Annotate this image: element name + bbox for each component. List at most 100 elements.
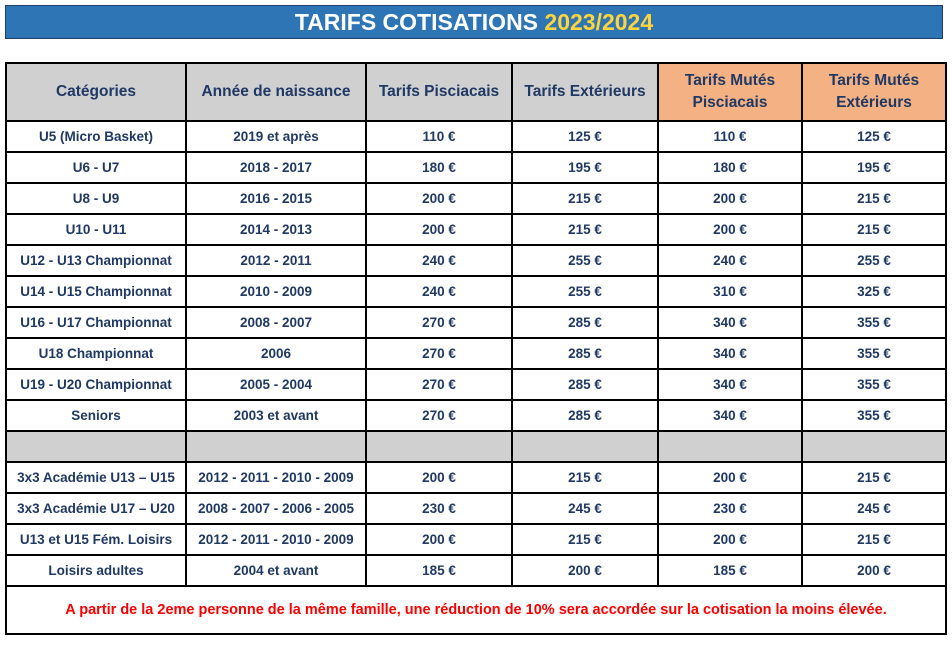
cell-birth-year: 2012 - 2011 - 2010 - 2009 — [185, 523, 367, 556]
table-row: 3x3 Académie U13 – U15 2012 - 2011 - 2010… — [5, 461, 947, 494]
cell-tarif-mutes-exterieurs: 200 € — [801, 554, 947, 587]
separator-row — [5, 430, 947, 463]
cell-tarif-pisciacais: 270 € — [365, 368, 513, 401]
cell-tarif-pisciacais: 200 € — [365, 213, 513, 246]
cell-tarif-mutes-exterieurs: 215 € — [801, 523, 947, 556]
cell-tarif-exterieurs: 255 € — [511, 275, 659, 308]
separator-cell — [365, 430, 513, 463]
cell-birth-year: 2005 - 2004 — [185, 368, 367, 401]
cell-tarif-mutes-exterieurs: 355 € — [801, 368, 947, 401]
cell-tarif-pisciacais: 240 € — [365, 244, 513, 277]
cell-birth-year: 2004 et avant — [185, 554, 367, 587]
table-row: U8 - U9 2016 - 2015 200 €215 €200 €215 € — [5, 182, 947, 215]
separator-cell — [185, 430, 367, 463]
cell-tarif-mutes-pisciacais: 110 € — [657, 120, 803, 153]
cell-tarif-exterieurs: 215 € — [511, 461, 659, 494]
cell-category: U10 - U11 — [5, 213, 187, 246]
cell-tarif-mutes-pisciacais: 200 € — [657, 523, 803, 556]
cell-tarif-exterieurs: 215 € — [511, 182, 659, 215]
cell-tarif-mutes-exterieurs: 325 € — [801, 275, 947, 308]
cell-tarif-mutes-pisciacais: 185 € — [657, 554, 803, 587]
cell-tarif-pisciacais: 270 € — [365, 337, 513, 370]
table-row: U19 - U20 Championnat 2005 - 2004 270 €285… — [5, 368, 947, 401]
cell-category: U16 - U17 Championnat — [5, 306, 187, 339]
cell-tarif-exterieurs: 200 € — [511, 554, 659, 587]
cell-tarif-exterieurs: 195 € — [511, 151, 659, 184]
cell-category: Seniors — [5, 399, 187, 432]
cell-tarif-pisciacais: 200 € — [365, 182, 513, 215]
cell-tarif-exterieurs: 215 € — [511, 523, 659, 556]
cell-tarif-mutes-exterieurs: 125 € — [801, 120, 947, 153]
cell-tarif-pisciacais: 270 € — [365, 399, 513, 432]
separator-cell — [801, 430, 947, 463]
table-row: U13 et U15 Fém. Loisirs 2012 - 2011 - 201… — [5, 523, 947, 556]
cell-tarif-mutes-pisciacais: 200 € — [657, 461, 803, 494]
cell-category: Loisirs adultes — [5, 554, 187, 587]
family-discount-note: A partir de la 2eme personne de la même … — [5, 585, 947, 635]
cell-birth-year: 2018 - 2017 — [185, 151, 367, 184]
cell-tarif-mutes-exterieurs: 355 € — [801, 399, 947, 432]
cell-tarif-mutes-pisciacais: 340 € — [657, 368, 803, 401]
cell-tarif-pisciacais: 200 € — [365, 461, 513, 494]
cell-birth-year: 2012 - 2011 - 2010 - 2009 — [185, 461, 367, 494]
cell-category: U19 - U20 Championnat — [5, 368, 187, 401]
cell-tarif-mutes-pisciacais: 340 € — [657, 306, 803, 339]
cell-tarif-pisciacais: 240 € — [365, 275, 513, 308]
column-header-mutes-exterieurs: Tarifs Mutés Extérieurs — [801, 62, 947, 122]
table-row: 3x3 Académie U17 – U20 2008 - 2007 - 2006… — [5, 492, 947, 525]
cell-category: U18 Championnat — [5, 337, 187, 370]
cell-birth-year: 2019 et après — [185, 120, 367, 153]
cell-birth-year: 2012 - 2011 — [185, 244, 367, 277]
column-header-exterieurs: Tarifs Extérieurs — [511, 62, 659, 122]
page-title: TARIFS COTISATIONS 2023/2024 — [5, 5, 943, 39]
table-row: U16 - U17 Championnat 2008 - 2007 270 €285… — [5, 306, 947, 339]
cell-tarif-mutes-exterieurs: 355 € — [801, 337, 947, 370]
cell-tarif-mutes-pisciacais: 200 € — [657, 182, 803, 215]
cell-tarif-mutes-exterieurs: 215 € — [801, 213, 947, 246]
cell-tarif-pisciacais: 185 € — [365, 554, 513, 587]
cell-tarif-pisciacais: 270 € — [365, 306, 513, 339]
cell-category: U13 et U15 Fém. Loisirs — [5, 523, 187, 556]
note-row: A partir de la 2eme personne de la même … — [5, 585, 947, 635]
title-year: 2023/2024 — [544, 9, 654, 35]
cell-category: U12 - U13 Championnat — [5, 244, 187, 277]
column-header-pisciacais: Tarifs Pisciacais — [365, 62, 513, 122]
cell-tarif-mutes-exterieurs: 215 € — [801, 182, 947, 215]
table-row: U14 - U15 Championnat 2010 - 2009 240 €255… — [5, 275, 947, 308]
cell-tarif-exterieurs: 215 € — [511, 213, 659, 246]
column-header-categories: Catégories — [5, 62, 187, 122]
cell-tarif-exterieurs: 245 € — [511, 492, 659, 525]
column-header-birth-year: Année de naissance — [185, 62, 367, 122]
cell-tarif-mutes-exterieurs: 255 € — [801, 244, 947, 277]
separator-cell — [5, 430, 187, 463]
table-row: U10 - U11 2014 - 2013 200 €215 €200 €215 € — [5, 213, 947, 246]
cell-birth-year: 2003 et avant — [185, 399, 367, 432]
cell-tarif-pisciacais: 110 € — [365, 120, 513, 153]
table-row: U18 Championnat 2006 270 €285 €340 €355 € — [5, 337, 947, 370]
column-header-mutes-pisciacais: Tarifs Mutés Pisciacais — [657, 62, 803, 122]
cell-tarif-mutes-pisciacais: 310 € — [657, 275, 803, 308]
cell-tarif-exterieurs: 285 € — [511, 337, 659, 370]
cell-tarif-exterieurs: 285 € — [511, 306, 659, 339]
cell-category: U6 - U7 — [5, 151, 187, 184]
table-body: U5 (Micro Basket) 2019 et après 110 €125 €… — [5, 120, 947, 635]
cell-category: U8 - U9 — [5, 182, 187, 215]
cell-tarif-pisciacais: 200 € — [365, 523, 513, 556]
table-row: U5 (Micro Basket) 2019 et après 110 €125 €… — [5, 120, 947, 153]
cell-category: U14 - U15 Championnat — [5, 275, 187, 308]
table-row: Loisirs adultes 2004 et avant 185 €200 €18… — [5, 554, 947, 587]
cell-tarif-exterieurs: 255 € — [511, 244, 659, 277]
cell-category: 3x3 Académie U17 – U20 — [5, 492, 187, 525]
tariffs-table: Catégories Année de naissance Tarifs Pis… — [5, 62, 947, 635]
cell-tarif-pisciacais: 180 € — [365, 151, 513, 184]
cell-tarif-exterieurs: 285 € — [511, 368, 659, 401]
cell-birth-year: 2014 - 2013 — [185, 213, 367, 246]
table-header-row: Catégories Année de naissance Tarifs Pis… — [5, 62, 947, 122]
cell-category: 3x3 Académie U13 – U15 — [5, 461, 187, 494]
cell-tarif-mutes-pisciacais: 240 € — [657, 244, 803, 277]
table-row: U12 - U13 Championnat 2012 - 2011 240 €255… — [5, 244, 947, 277]
cell-birth-year: 2010 - 2009 — [185, 275, 367, 308]
cell-tarif-mutes-pisciacais: 230 € — [657, 492, 803, 525]
cell-tarif-mutes-pisciacais: 200 € — [657, 213, 803, 246]
cell-tarif-mutes-exterieurs: 215 € — [801, 461, 947, 494]
